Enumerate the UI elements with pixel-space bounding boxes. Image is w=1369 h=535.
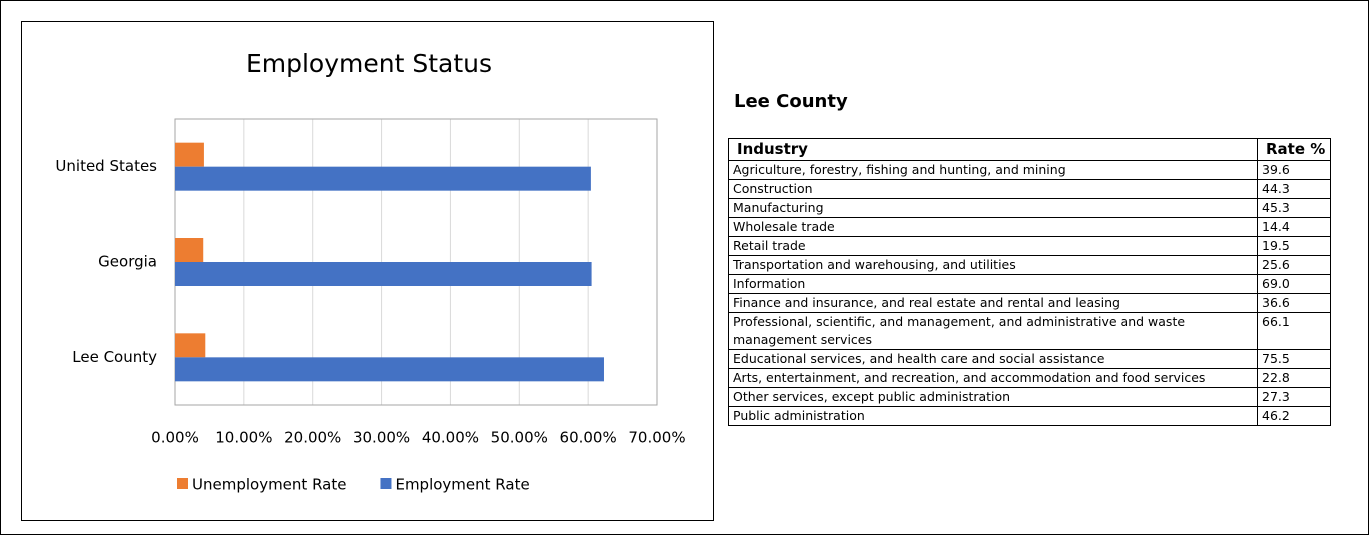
industry-table: Industry Rate % Agriculture, forestry, fis… — [728, 138, 1331, 426]
industry-cell: Construction — [728, 179, 1258, 199]
legend-swatch — [177, 478, 188, 489]
table-row: Manufacturing 45.3 — [728, 198, 1331, 218]
table-row: Agriculture, forestry, fishing and hunti… — [728, 160, 1331, 180]
industry-cell: Agriculture, forestry, fishing and hunti… — [728, 160, 1258, 180]
x-tick-label: 0.00% — [151, 429, 199, 447]
rate-cell: 25.6 — [1257, 255, 1331, 275]
rate-cell: 45.3 — [1257, 198, 1331, 218]
table-row: Wholesale trade 14.4 — [728, 217, 1331, 237]
bar — [175, 262, 592, 286]
legend-swatch — [380, 478, 392, 489]
rate-cell: 39.6 — [1257, 160, 1331, 180]
table-row: Transportation and warehousing, and util… — [728, 255, 1331, 275]
table-row: Other services, except public administra… — [728, 387, 1331, 407]
x-tick-label: 40.00% — [422, 429, 479, 447]
x-tick-label: 50.00% — [491, 429, 548, 447]
industry-cell: Public administration — [728, 406, 1258, 426]
rate-cell: 27.3 — [1257, 387, 1331, 407]
y-tick-label: Georgia — [98, 253, 157, 271]
rate-cell: 44.3 — [1257, 179, 1331, 199]
x-tick-label: 30.00% — [353, 429, 410, 447]
bar — [175, 142, 204, 167]
table-row: Retail trade 19.5 — [728, 236, 1331, 256]
chart-frame: Employment Status 0.00% 10.00% 20.00% 30.00… — [21, 21, 714, 521]
header-row: Industry Rate % — [728, 138, 1331, 161]
table-row: Professional, scientific, and management… — [728, 312, 1331, 350]
legend-label: Employment Rate — [395, 476, 529, 494]
rate-cell: 66.1 — [1257, 312, 1331, 350]
industry-cell: Retail trade — [728, 236, 1258, 256]
x-tick-label: 60.00% — [560, 429, 617, 447]
header-cell: Rate % — [1257, 138, 1331, 161]
industry-cell: Manufacturing — [728, 198, 1258, 218]
industry-cell: Information — [728, 274, 1258, 294]
table-row: Arts, entertainment, and recreation, and… — [728, 368, 1331, 388]
industry-cell: Other services, except public administra… — [728, 387, 1258, 407]
x-tick-label: 10.00% — [215, 429, 272, 447]
rate-cell: 22.8 — [1257, 368, 1331, 388]
rate-cell: 46.2 — [1257, 406, 1331, 426]
x-tick-label: 70.00% — [628, 429, 685, 447]
rate-cell: 36.6 — [1257, 293, 1331, 313]
industry-cell: Educational services, and health care an… — [728, 349, 1258, 369]
bar — [175, 238, 204, 262]
table-row: Finance and insurance, and real estate a… — [728, 293, 1331, 313]
industry-cell: Transportation and warehousing, and util… — [728, 255, 1258, 275]
table-title: Lee County — [734, 91, 848, 112]
chart-title: Employment Status — [246, 49, 492, 78]
chart: Employment Status 0.00% 10.00% 20.00% 30.00… — [55, 49, 685, 494]
legend-label: Unemployment Rate — [192, 476, 346, 494]
industry-cell: Wholesale trade — [728, 217, 1258, 237]
bar — [175, 166, 591, 191]
y-tick-label: United States — [55, 157, 157, 175]
bar — [175, 333, 206, 358]
rate-cell: 14.4 — [1257, 217, 1331, 237]
industry-cell: Professional, scientific, and management… — [728, 312, 1258, 350]
x-tick-label: 20.00% — [284, 429, 341, 447]
table-row: Information 69.0 — [728, 274, 1331, 294]
header-cell: Industry — [728, 138, 1258, 161]
industry-cell: Arts, entertainment, and recreation, and… — [728, 368, 1258, 388]
rate-cell: 19.5 — [1257, 236, 1331, 256]
rate-cell: 75.5 — [1257, 349, 1331, 369]
rate-cell: 69.0 — [1257, 274, 1331, 294]
bar — [175, 357, 604, 382]
industry-cell: Finance and insurance, and real estate a… — [728, 293, 1258, 313]
table-row: Construction 44.3 — [728, 179, 1331, 199]
table-row: Educational services, and health care an… — [728, 349, 1331, 369]
table-row: Public administration 46.2 — [728, 406, 1331, 426]
y-tick-label: Lee County — [72, 348, 157, 366]
